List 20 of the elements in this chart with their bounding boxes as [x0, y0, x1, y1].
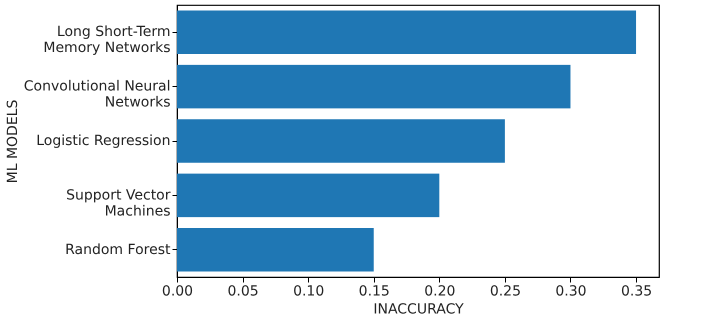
bar — [177, 119, 505, 163]
x-tick-label: 0.10 — [293, 284, 324, 300]
x-tick-label: 0.15 — [358, 284, 390, 300]
bar — [177, 174, 440, 218]
x-tick-label: 0.05 — [227, 284, 259, 300]
y-axis-title: ML MODELS — [4, 100, 21, 184]
x-tick-label: 0.30 — [555, 284, 587, 300]
x-tick-label: 0.00 — [162, 284, 194, 300]
y-tick-label: Support Vector Machines — [66, 187, 171, 220]
y-tick-label: Logistic Regression — [36, 133, 170, 149]
bar — [177, 10, 636, 54]
bar — [177, 64, 570, 108]
y-tick-label: Long Short-Term Memory Networks — [43, 24, 170, 56]
x-axis-title: INACCURACY — [373, 302, 464, 318]
x-tick-label: 0.25 — [490, 284, 521, 300]
bar — [177, 228, 374, 272]
x-tick-label: 0.20 — [424, 284, 456, 300]
x-tick-label: 0.35 — [620, 284, 652, 300]
y-tick-label: Random Forest — [65, 242, 171, 258]
y-tick-label: Convolutional Neural Networks — [24, 78, 170, 111]
